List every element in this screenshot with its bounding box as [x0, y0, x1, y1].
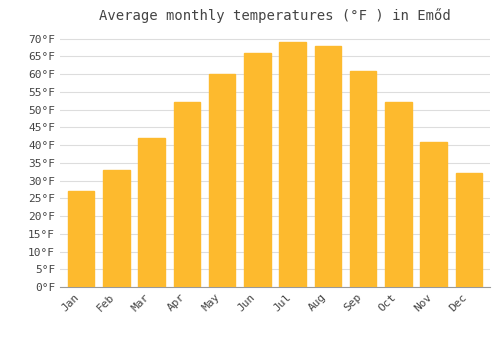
Bar	[280, 42, 306, 287]
Bar	[174, 103, 200, 287]
Bar	[244, 53, 270, 287]
Title: Average monthly temperatures (°F ) in Emőd: Average monthly temperatures (°F ) in Em…	[99, 8, 451, 23]
Bar	[103, 170, 130, 287]
Bar	[350, 71, 376, 287]
Bar	[68, 191, 94, 287]
Bar	[138, 138, 165, 287]
Bar	[209, 74, 236, 287]
Bar	[385, 103, 411, 287]
Bar	[456, 174, 482, 287]
Bar	[420, 141, 447, 287]
Bar	[314, 46, 341, 287]
